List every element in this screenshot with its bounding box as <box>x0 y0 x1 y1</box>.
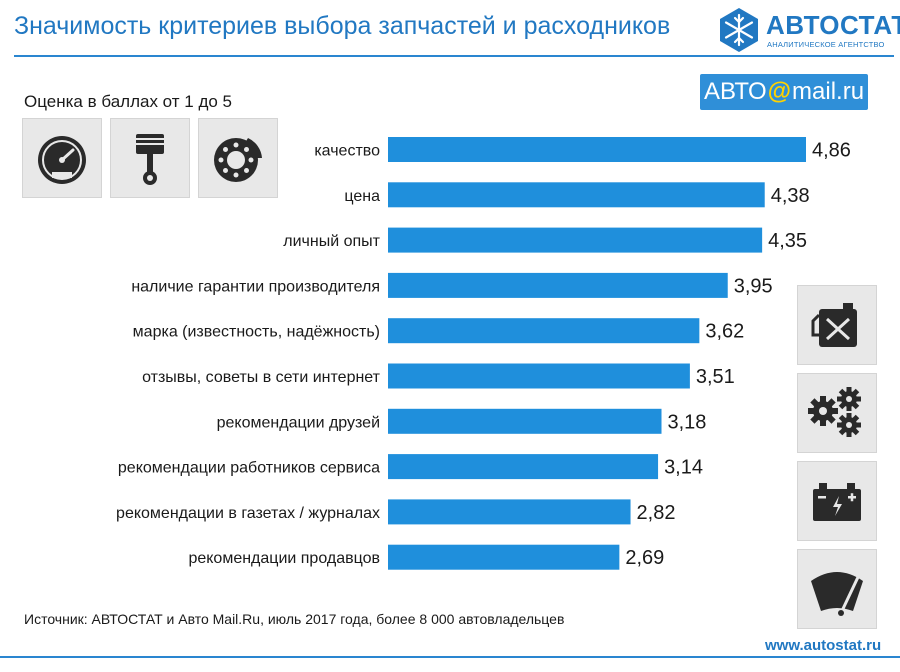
category-label: рекомендации друзей <box>217 414 380 431</box>
value-label: 3,18 <box>668 411 707 433</box>
category-label: марка (известность, надёжность) <box>133 324 380 341</box>
battery-icon <box>797 461 877 541</box>
speedometer-icon <box>22 118 102 198</box>
logo-tagline: АНАЛИТИЧЕСКОЕ АГЕНТСТВО <box>767 40 885 49</box>
value-label: 3,51 <box>696 366 735 388</box>
auto-mail-ru-badge: АВТО @ mail.ru <box>700 74 868 110</box>
bar <box>388 544 620 570</box>
category-label: рекомендации в газетах / журналах <box>116 505 380 522</box>
value-label: 3,14 <box>664 457 703 479</box>
partner-suffix: mail.ru <box>792 78 865 105</box>
bars-layer: качество 4,86 цена 4,38 личный опыт 4,35 налич… <box>116 137 851 570</box>
category-label: качество <box>314 143 380 160</box>
bar <box>388 408 662 434</box>
value-label: 4,35 <box>768 230 807 252</box>
canister-icon <box>797 285 877 365</box>
value-label: 3,62 <box>705 321 744 343</box>
bar-chart: качество 4,86 цена 4,38 личный опыт 4,35 налич… <box>116 137 851 570</box>
category-label: личный опыт <box>283 233 380 250</box>
value-label: 2,82 <box>637 502 676 524</box>
title-divider <box>14 55 894 57</box>
bar <box>388 454 659 480</box>
source-note: Источник: АВТОСТАТ и Авто Mail.Ru, июль … <box>24 611 565 627</box>
category-label: рекомендации продавцов <box>188 550 380 567</box>
website-link[interactable]: www.autostat.ru <box>765 637 882 654</box>
value-label: 3,95 <box>734 275 773 297</box>
category-label: наличие гарантии производителя <box>131 278 380 295</box>
wiper-icon <box>797 549 877 629</box>
value-label: 4,38 <box>771 185 810 207</box>
bar <box>388 499 631 525</box>
bar <box>388 137 806 162</box>
brake-disc-icon <box>198 118 278 198</box>
footer-divider <box>0 656 900 658</box>
gears-icon <box>797 373 877 453</box>
bar <box>388 272 728 298</box>
bar <box>388 182 765 208</box>
bar <box>388 363 690 389</box>
partner-prefix: АВТО <box>703 78 767 105</box>
autostat-snowflake-icon <box>720 8 758 52</box>
category-label: отзывы, советы в сети интернет <box>142 369 381 386</box>
category-label: рекомендации работников сервиса <box>118 460 380 477</box>
value-label: 2,69 <box>625 547 664 569</box>
autostat-logo: АВТОСТАТ АНАЛИТИЧЕСКОЕ АГЕНТСТВО <box>716 4 900 56</box>
scale-subtitle: Оценка в баллах от 1 до 5 <box>24 92 232 111</box>
logo-wordmark: АВТОСТАТ <box>766 10 900 40</box>
partner-at: @ <box>767 78 792 105</box>
value-label: 4,86 <box>812 140 851 162</box>
piston-icon <box>110 118 190 198</box>
chart-title: Значимость критериев выбора запчастей и … <box>14 12 671 40</box>
bar <box>388 318 700 344</box>
category-label: цена <box>344 188 380 205</box>
bar <box>388 227 763 253</box>
